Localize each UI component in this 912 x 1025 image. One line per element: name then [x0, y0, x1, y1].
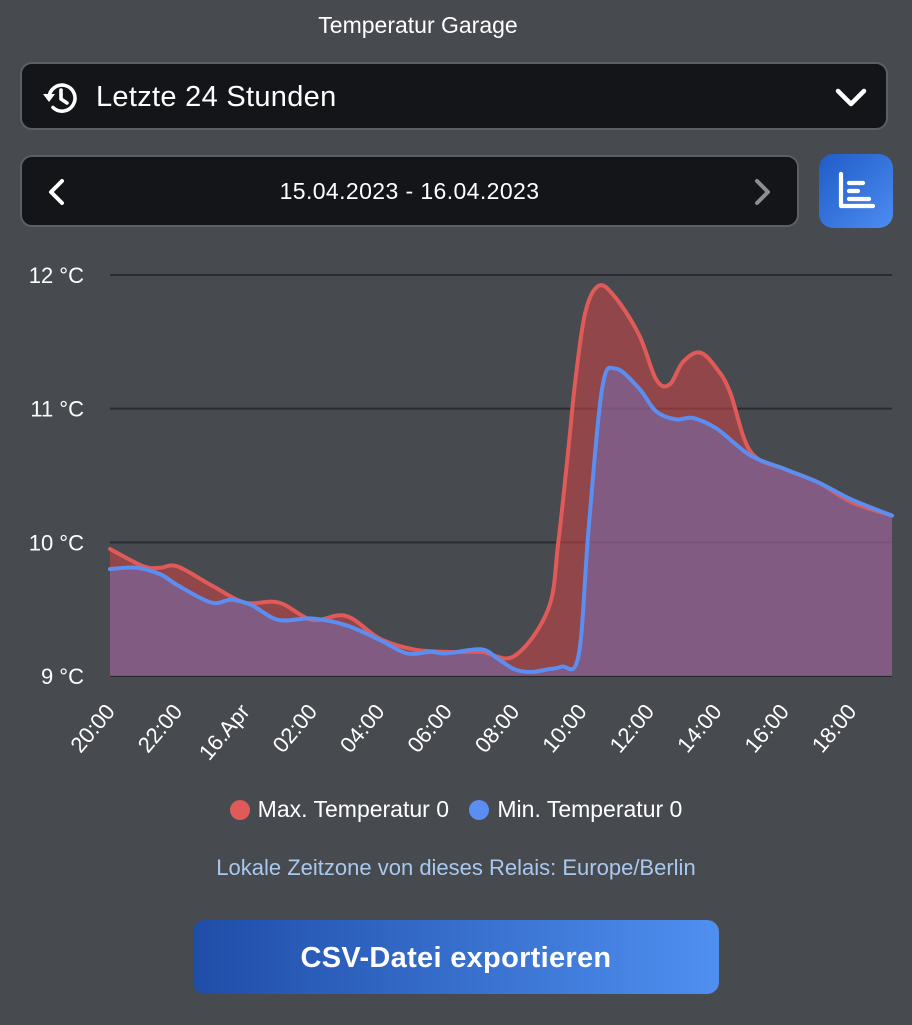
chart-areas: [110, 285, 892, 676]
x-tick-label: 18:00: [807, 699, 862, 757]
x-tick-label: 04:00: [335, 699, 390, 757]
chevron-down-icon: [835, 88, 867, 107]
time-range-select[interactable]: Letzte 24 Stunden: [20, 62, 888, 130]
chart-lines: [108, 283, 894, 674]
min-temperature-line: [108, 365, 894, 674]
x-tick-label: 10:00: [537, 699, 592, 757]
max-temperature-area: [110, 285, 892, 676]
x-tick-label: 06:00: [402, 699, 457, 757]
x-tick-label: 16:00: [739, 699, 794, 757]
date-navigator: 15.04.2023 - 16.04.2023: [20, 155, 799, 227]
y-tick-label: 11 °C: [30, 397, 84, 422]
y-tick-label: 12 °C: [29, 263, 84, 288]
max-temperature-line: [108, 283, 894, 661]
x-tick-label: 02:00: [268, 699, 323, 757]
x-tick-label: 12:00: [605, 699, 660, 757]
temperature-chart: 12 °C 11 °C 10 °C 9 °C 20:00 22:00 16.Apr 02:0…: [29, 263, 894, 765]
legend-item-max[interactable]: Max. Temperatur 0: [229, 796, 449, 823]
y-axis-ticks: 12 °C 11 °C 10 °C 9 °C: [29, 263, 84, 689]
x-tick-label: 16.Apr: [194, 699, 255, 765]
legend-label-max: Max. Temperatur 0: [257, 796, 449, 822]
time-range-label: Letzte 24 Stunden: [96, 81, 337, 113]
legend-dot-min: [469, 800, 490, 820]
x-tick-label: 22:00: [133, 699, 188, 757]
chart-legend: Max. Temperatur 0 Min. Temperatur 0: [0, 796, 912, 823]
page-title: Temperatur Garage: [318, 12, 518, 38]
chevron-left-icon[interactable]: [44, 177, 70, 207]
chart-icon: [838, 171, 876, 209]
chart-view-button[interactable]: [819, 154, 893, 228]
y-tick-label: 10 °C: [29, 530, 84, 555]
legend-label-min: Min. Temperatur 0: [497, 796, 683, 822]
x-tick-label: 20:00: [65, 699, 120, 757]
chevron-right-icon[interactable]: [749, 177, 775, 207]
date-range-label: 15.04.2023 - 16.04.2023: [279, 178, 540, 204]
timezone-note: Lokale Zeitzone von dieses Relais: Europ…: [216, 855, 696, 880]
x-tick-label: 14:00: [672, 699, 727, 757]
history-icon: [43, 83, 77, 113]
legend-dot-max: [229, 800, 250, 820]
x-axis-ticks: 20:00 22:00 16.Apr 02:00 04:00 06:00 08:00 10:0…: [65, 699, 861, 765]
export-csv-button[interactable]: CSV-Datei exportieren: [193, 920, 719, 994]
x-tick-label: 08:00: [470, 699, 525, 757]
min-temperature-area: [110, 367, 892, 676]
legend-item-min[interactable]: Min. Temperatur 0: [469, 796, 682, 823]
y-tick-label: 9 °C: [41, 664, 84, 689]
